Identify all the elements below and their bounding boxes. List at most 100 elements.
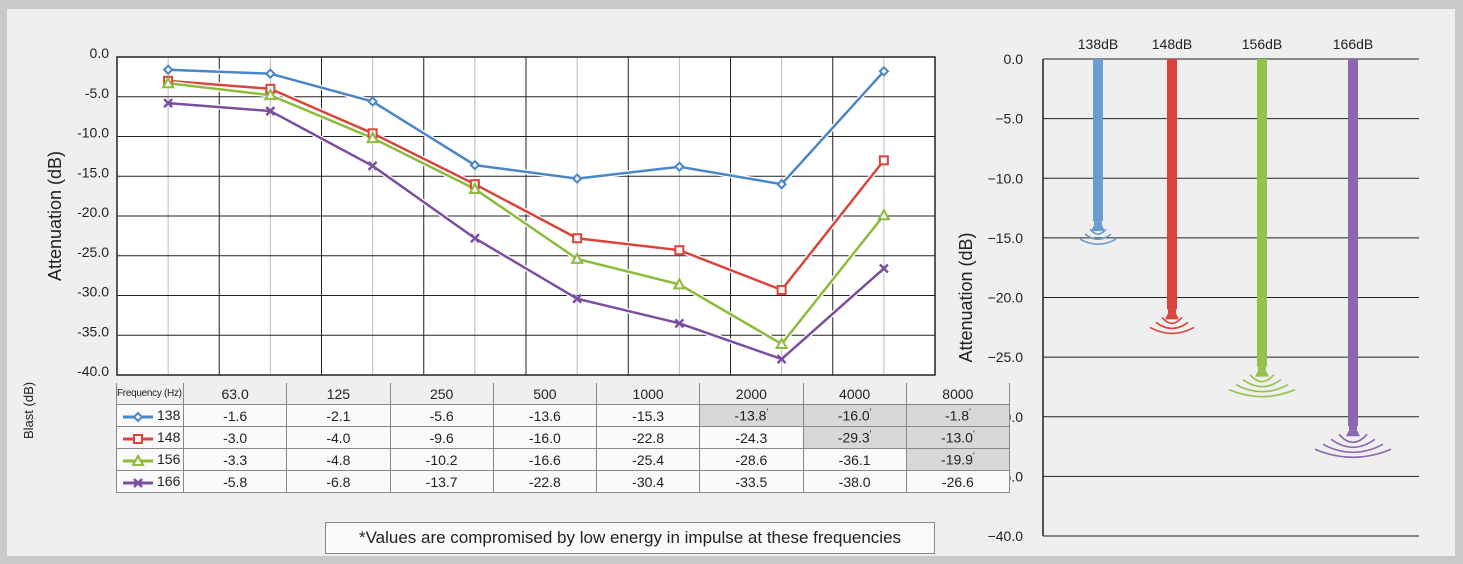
sound-wave-arc (1322, 443, 1384, 453)
series-166-point-stroke-b (674, 318, 685, 329)
legend-swatch-156 (123, 453, 153, 466)
series-148-point (878, 155, 889, 166)
frequency-header: 1000 (595, 383, 701, 405)
series-166-point (572, 293, 583, 304)
y-tick-label: -5.0 (85, 85, 109, 101)
bar-emitter (1091, 225, 1105, 232)
series-legend-cell: 156 (116, 448, 184, 471)
sound-wave-arc (1338, 433, 1368, 444)
table-row: 156 -3.3 -4.8 -10.2 -16.6 -25.4 -28.6 -36.1 -19.… (116, 448, 1011, 471)
table-cell: -26.6 (905, 470, 1011, 493)
attenuation-data-table: Frequency (Hz) 63.0 125 250 500 1000 2000 4000 8… (116, 383, 1011, 493)
series-legend-cell: 138 (116, 404, 184, 427)
y-tick-label: -40.0 (77, 363, 109, 379)
series-166-point-stroke-b (878, 263, 889, 274)
y-tick-label: 0.0 (1004, 51, 1024, 67)
y-tick-label: −25.0 (988, 349, 1024, 365)
series-156-point (263, 88, 278, 101)
legend-marker (133, 433, 143, 444)
series-legend-cell: 166 (116, 470, 184, 493)
series-166-point-stroke-b (776, 354, 787, 364)
bar-cap (1349, 426, 1357, 431)
table-cell: -28.6 (699, 448, 804, 471)
table-cell: -16.0 (492, 426, 598, 449)
sound-wave-arc (1249, 374, 1275, 383)
series-label: 148 (157, 429, 181, 446)
table-cell: -24.3 (699, 426, 804, 449)
series-138-point (878, 65, 890, 77)
series-156-point (877, 208, 891, 221)
legend-marker (132, 411, 144, 423)
series-166-line (168, 101, 885, 361)
series-138-point (571, 173, 583, 185)
frequency-header: 2000 (699, 383, 804, 405)
bar-138dB (1093, 59, 1103, 222)
y-tick-label: −40.0 (988, 528, 1024, 544)
y-tick-label: -25.0 (77, 244, 109, 260)
bar-cap (1094, 221, 1102, 226)
series-166-point (367, 161, 378, 171)
series-148-point (776, 284, 787, 295)
sound-wave-arc (1235, 383, 1289, 393)
table-cell: -13.7 (389, 470, 494, 493)
compromised-marker: ' (972, 429, 975, 440)
y-tick-label: −20.0 (988, 290, 1024, 306)
y-tick-label: 0.0 (90, 45, 110, 61)
y-tick-label: -10.0 (77, 125, 109, 141)
y-tick-label: −10.0 (988, 170, 1024, 186)
sound-wave-arc (1330, 438, 1376, 449)
table-cell: -30.4 (595, 470, 701, 493)
series-138-point (162, 64, 174, 76)
sound-wave-arc (1228, 388, 1296, 398)
y-axis-title: Attenuation (dB) (45, 151, 65, 281)
series-166-point-stroke-b (572, 293, 583, 304)
series-138-point (673, 161, 685, 173)
series-148-point (572, 233, 583, 244)
y-tick-label: -30.0 (77, 284, 109, 300)
table-cell: -4.0 (286, 426, 391, 449)
table-cell: -2.1 (286, 404, 391, 427)
bar-148dB (1167, 59, 1177, 310)
sound-wave-arc (1242, 379, 1282, 388)
compromised-marker: ' (766, 407, 769, 418)
series-138-point (264, 68, 276, 80)
series-166-point (469, 233, 480, 244)
table-cell: -25.4 (595, 448, 701, 471)
series-166-point (163, 98, 174, 108)
table-cell: -22.8 (492, 470, 598, 493)
sound-wave-arc (1084, 233, 1112, 240)
legend-marker-stroke-b (133, 477, 143, 488)
y-tick-label: −15.0 (988, 230, 1024, 246)
compromised-marker: ' (869, 407, 872, 418)
table-cell: -5.6 (389, 404, 494, 427)
sound-wave-arc (1079, 238, 1117, 245)
series-138-point (469, 159, 481, 171)
legend-swatch-148 (123, 433, 153, 444)
frequency-row-label: Frequency (Hz) (116, 383, 184, 405)
series-156-point (774, 336, 789, 349)
series-148-line (168, 79, 885, 292)
table-cell: -33.5 (699, 470, 804, 493)
legend-swatch-138 (123, 411, 153, 423)
y-tick-label: -15.0 (77, 164, 109, 180)
sound-wave-arc (1314, 448, 1392, 458)
series-166-point-stroke-b (163, 98, 174, 108)
series-156-line (167, 81, 885, 346)
table-row: 138 -1.6 -2.1 -5.6 -13.6 -15.3 -13.8' -16.0' -1.… (116, 404, 1011, 427)
frequency-header: 250 (389, 383, 494, 405)
table-cell: -13.8' (699, 404, 804, 427)
attenuation-line-chart: 0.0 -5.0 -10.0 -15.0 -20.0 -25.0 -30.0 -35.0 -40… (45, 45, 936, 379)
table-cell: -3.3 (182, 448, 288, 471)
bar-cap (1168, 309, 1176, 314)
table-cell: -13.6 (492, 404, 598, 427)
table-row: 148 -3.0 -4.0 -9.6 -16.0 -22.8 -24.3 -29.3' -13.… (116, 426, 1011, 449)
table-cell: -1.6 (182, 404, 288, 427)
series-156-point (570, 251, 584, 264)
frequency-row: Frequency (Hz) 63.0 125 250 500 1000 2000 4000 8… (116, 383, 1011, 405)
bar-166dB (1348, 59, 1358, 427)
table-cell: -22.8 (595, 426, 701, 449)
table-cell: -19.9' (905, 448, 1011, 471)
y-axis-title: Attenuation (dB) (956, 232, 976, 362)
table-cell: -4.8 (286, 448, 391, 471)
table-cell: -10.2 (389, 448, 494, 471)
